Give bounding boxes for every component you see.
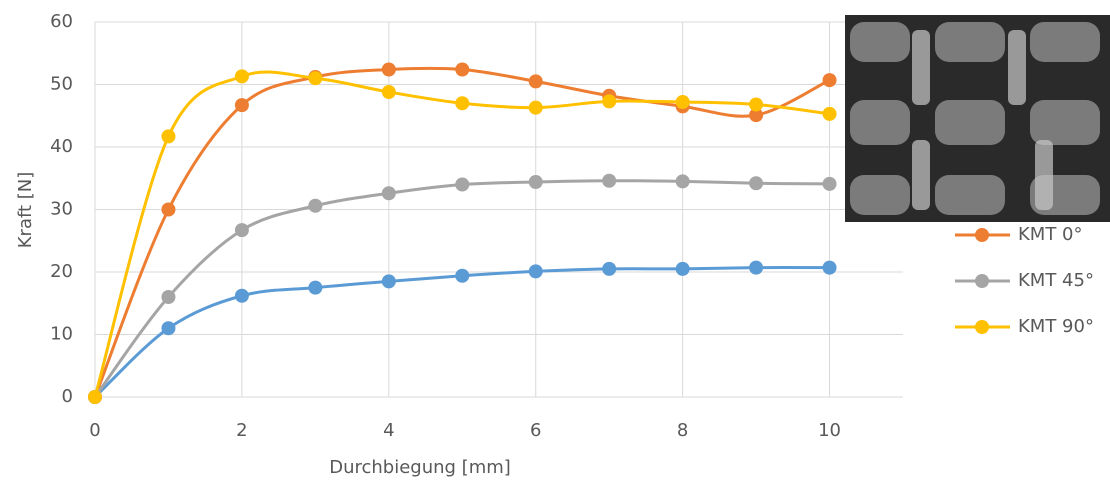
legend-label: KMT 90° <box>1018 316 1094 337</box>
y-axis-label: Kraft [N] <box>15 172 36 249</box>
marker <box>455 62 470 77</box>
marker <box>528 264 543 279</box>
marker <box>308 280 323 295</box>
marker <box>749 260 764 275</box>
marker <box>381 274 396 289</box>
marker <box>88 390 102 404</box>
series-line <box>93 66 831 398</box>
marker <box>602 94 617 109</box>
marker <box>528 175 543 189</box>
y-tick-label: 0 <box>62 386 73 407</box>
y-tick-label: 10 <box>50 324 73 345</box>
marker <box>675 174 690 189</box>
legend: KMT 0° KMT 45° KMT 90° <box>955 224 1094 337</box>
marker <box>528 100 543 115</box>
marker <box>161 202 176 217</box>
marker <box>749 108 764 123</box>
photo <box>845 15 1110 222</box>
marker <box>822 106 837 121</box>
marker <box>602 261 617 276</box>
x-tick-label: 6 <box>530 420 541 441</box>
marker <box>822 73 837 88</box>
marker <box>308 198 323 213</box>
series-line <box>93 70 830 398</box>
series-line <box>93 266 830 399</box>
marker <box>455 177 470 192</box>
series-line <box>93 179 830 398</box>
legend-marker <box>975 320 989 334</box>
legend-marker <box>975 274 989 288</box>
x-tick-label: 4 <box>383 420 394 441</box>
marker <box>455 268 470 283</box>
marker <box>381 85 396 99</box>
y-tick-label: 30 <box>50 199 73 220</box>
marker <box>822 176 837 191</box>
marker <box>381 62 396 77</box>
x-tick-label: 8 <box>677 420 688 441</box>
y-tick-label: 20 <box>50 261 73 282</box>
marker <box>234 98 249 113</box>
marker <box>161 290 176 304</box>
marker <box>381 186 396 201</box>
y-tick-label: 40 <box>50 136 73 157</box>
marker <box>455 96 470 111</box>
marker <box>308 71 323 86</box>
legend-marker <box>975 228 989 242</box>
marker <box>234 288 249 303</box>
marker <box>161 129 176 144</box>
x-tick-label: 0 <box>89 420 100 441</box>
x-tick-label: 2 <box>236 420 247 441</box>
y-tick-label: 60 <box>50 11 73 32</box>
x-tick-label: 10 <box>818 420 841 441</box>
marker <box>675 261 690 276</box>
marker <box>822 260 837 275</box>
marker <box>234 69 249 84</box>
marker <box>161 321 176 336</box>
plot: 0 10 20 30 40 50 60 0 2 4 6 8 10 <box>50 11 903 441</box>
marker <box>528 74 543 89</box>
legend-label: KMT 0° <box>1018 224 1083 245</box>
marker <box>749 97 764 112</box>
legend-label: KMT 45° <box>1018 270 1094 291</box>
marker <box>749 176 764 191</box>
y-tick-label: 50 <box>50 74 73 95</box>
marker <box>602 173 617 188</box>
marker <box>234 223 249 238</box>
x-axis-label: Durchbiegung [mm] <box>329 457 511 478</box>
marker <box>675 95 690 109</box>
